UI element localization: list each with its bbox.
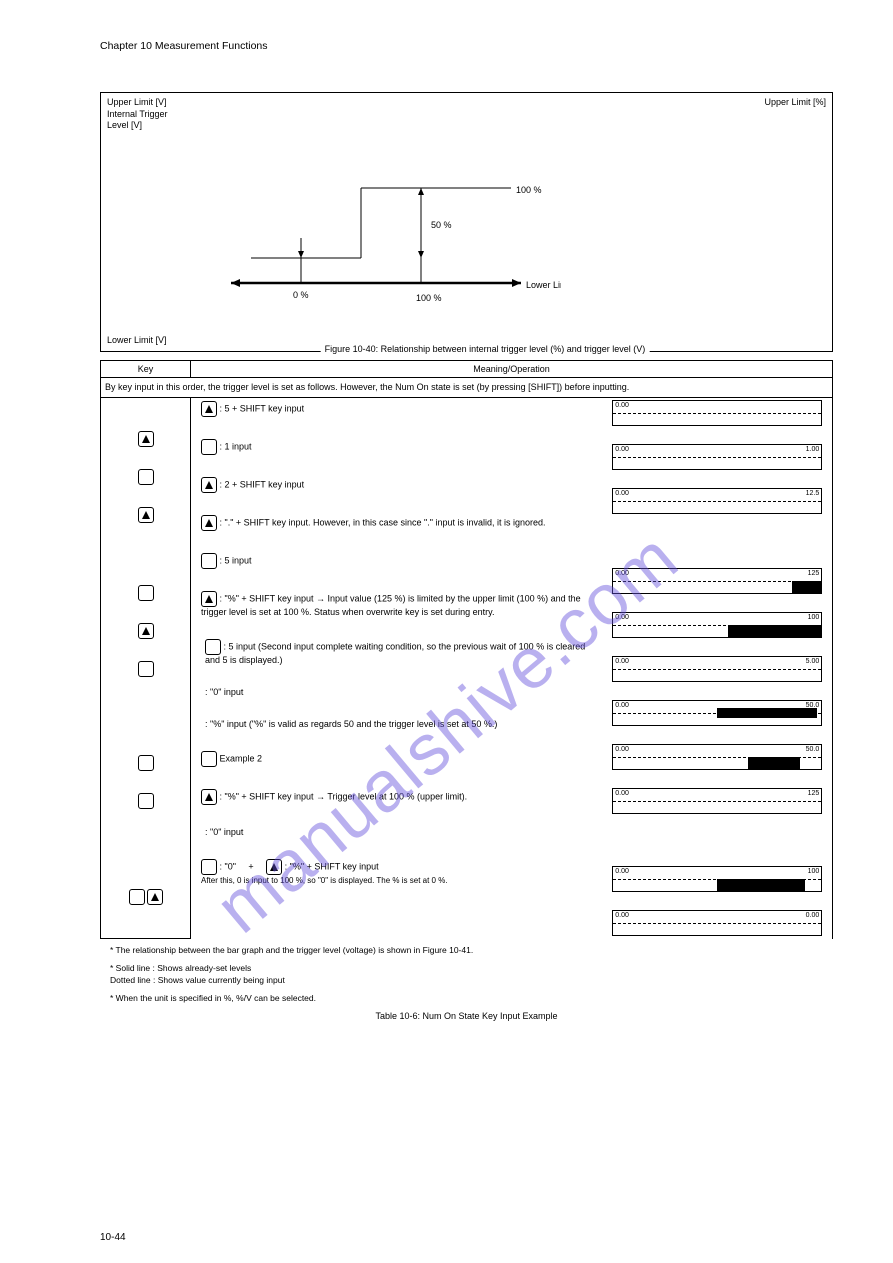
figure-caption: Figure 10-40: Relationship between inter… — [321, 344, 650, 354]
d-pct1 — [201, 591, 217, 607]
col-meaning-head: Meaning/Operation — [191, 361, 833, 378]
bar-4: 0.00125 — [612, 568, 822, 594]
footnote-2: * Solid line : Shows already-set levels — [110, 963, 833, 975]
bar-1: 0.00 — [612, 400, 822, 426]
footnote-1: * The relationship between the bar graph… — [110, 945, 833, 957]
d-pctf — [266, 859, 282, 875]
bar-2: 0.001.00 — [612, 444, 822, 470]
table-caption: Table 10-6: Num On State Key Input Examp… — [100, 1011, 833, 1021]
bar-11: 0.000.00 — [612, 910, 822, 936]
key-0-2 — [129, 889, 145, 905]
lbl-lower-pct: Lower Limit [%] — [526, 280, 561, 290]
bar-10: 0.00100 — [612, 866, 822, 892]
d-pct2 — [201, 789, 217, 805]
page-number: 10-44 — [100, 1232, 126, 1243]
key-1 — [138, 469, 154, 485]
key-5shift — [138, 431, 154, 447]
bar-8: 0.0050.0 — [612, 744, 822, 770]
diagram-svg: 100 % 50 % 0 % 100 % Lower Limit [%] — [221, 153, 561, 313]
key-pct-shift — [138, 623, 154, 639]
bar-9: 0.00125 — [612, 788, 822, 814]
key-pct — [138, 793, 154, 809]
col-key-head: Key — [101, 361, 191, 378]
fig-lower-label: Lower Limit [V] — [107, 335, 167, 347]
footnote-3: Dotted line : Shows value currently bein… — [110, 975, 833, 987]
key-0 — [138, 755, 154, 771]
lbl-50pct: 50 % — [431, 220, 452, 230]
d-1 — [201, 439, 217, 455]
d-5s — [201, 401, 217, 417]
figure-diagram: Upper Limit [V]Internal TriggerLevel [V]… — [100, 92, 833, 352]
d-dot — [201, 515, 217, 531]
settings-table: Key Meaning/Operation By key input in th… — [100, 360, 833, 939]
d-0f — [201, 859, 217, 875]
key-2shift — [138, 507, 154, 523]
row-precond: By key input in this order, the trigger … — [101, 378, 833, 398]
footnote-4: * When the unit is specified in %, %/V c… — [110, 993, 833, 1005]
fig-upper-label: Upper Limit [V]Internal TriggerLevel [V] — [107, 97, 168, 132]
bar-7: 0.0050.0 — [612, 700, 822, 726]
d-2s — [201, 477, 217, 493]
lbl-0pct-a: 0 % — [293, 290, 309, 300]
key-pctshift-2 — [147, 889, 163, 905]
lbl-100pct-b: 100 % — [416, 293, 442, 303]
d-ex2 — [201, 751, 217, 767]
lbl-100pct: 100 % — [516, 185, 542, 195]
fig-upper-pct: Upper Limit [%] — [764, 97, 826, 107]
d-5 — [201, 553, 217, 569]
bar-3: 0.0012.5 — [612, 488, 822, 514]
chapter-heading: Chapter 10 Measurement Functions — [100, 40, 833, 52]
bar-6: 0.005.00 — [612, 656, 822, 682]
d-5c — [205, 639, 221, 655]
key-5 — [138, 585, 154, 601]
bar-5: 0.00100 — [612, 612, 822, 638]
key-5b — [138, 661, 154, 677]
